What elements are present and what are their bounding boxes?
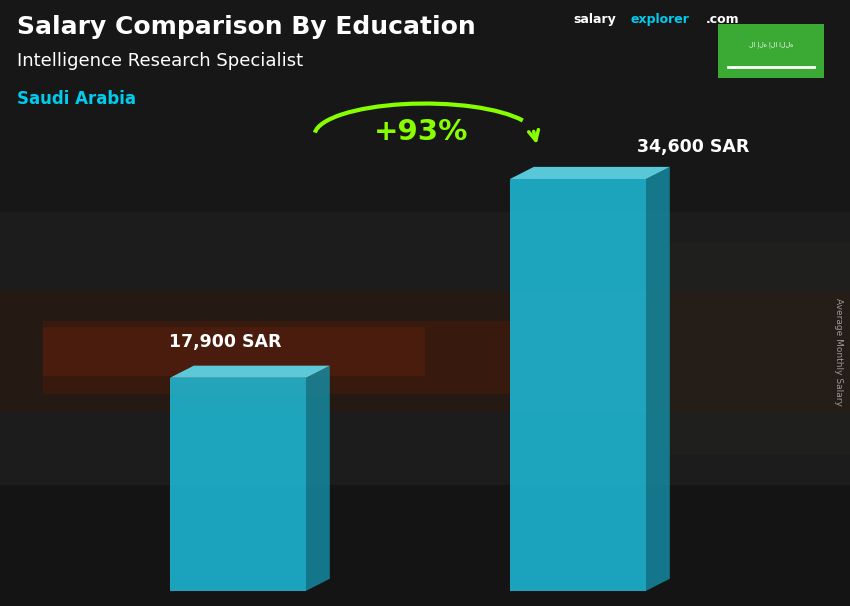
Polygon shape <box>510 167 670 179</box>
Polygon shape <box>510 179 646 591</box>
Bar <box>0 0 850 212</box>
Bar <box>0 485 850 606</box>
Polygon shape <box>170 378 306 591</box>
Bar <box>0 291 850 412</box>
Text: Intelligence Research Specialist: Intelligence Research Specialist <box>17 52 303 70</box>
Text: Saudi Arabia: Saudi Arabia <box>17 90 136 108</box>
Polygon shape <box>646 167 670 591</box>
Text: 17,900 SAR: 17,900 SAR <box>169 333 281 350</box>
Text: .com: .com <box>706 13 740 26</box>
Text: +93%: +93% <box>373 118 468 146</box>
Polygon shape <box>170 365 330 378</box>
FancyBboxPatch shape <box>718 24 824 78</box>
Text: explorer: explorer <box>631 13 689 26</box>
Text: Average Monthly Salary: Average Monthly Salary <box>834 298 843 405</box>
Text: salary: salary <box>574 13 616 26</box>
Bar <box>42 321 510 394</box>
Text: 34,600 SAR: 34,600 SAR <box>637 138 749 156</box>
Bar <box>510 242 850 454</box>
Text: Salary Comparison By Education: Salary Comparison By Education <box>17 15 476 39</box>
Text: لا إله إلا الله: لا إله إلا الله <box>749 42 794 48</box>
Bar <box>42 327 425 376</box>
Polygon shape <box>306 365 330 591</box>
